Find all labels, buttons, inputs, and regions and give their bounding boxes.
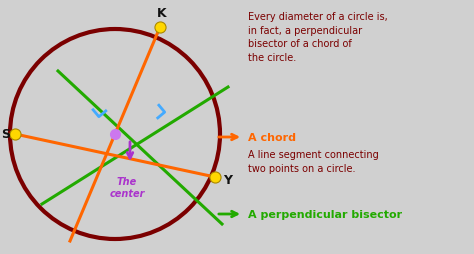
Text: K: K (157, 7, 167, 20)
Text: Y: Y (223, 174, 232, 187)
Text: A line segment connecting
two points on a circle.: A line segment connecting two points on … (248, 149, 379, 173)
Text: A chord: A chord (248, 133, 296, 142)
Text: The
center: The center (109, 176, 145, 198)
Text: A perpendicular bisector: A perpendicular bisector (248, 209, 402, 219)
Text: Every diameter of a circle is,
in fact, a perpendicular
bisector of a chord of
t: Every diameter of a circle is, in fact, … (248, 12, 388, 62)
Text: S: S (1, 128, 10, 141)
